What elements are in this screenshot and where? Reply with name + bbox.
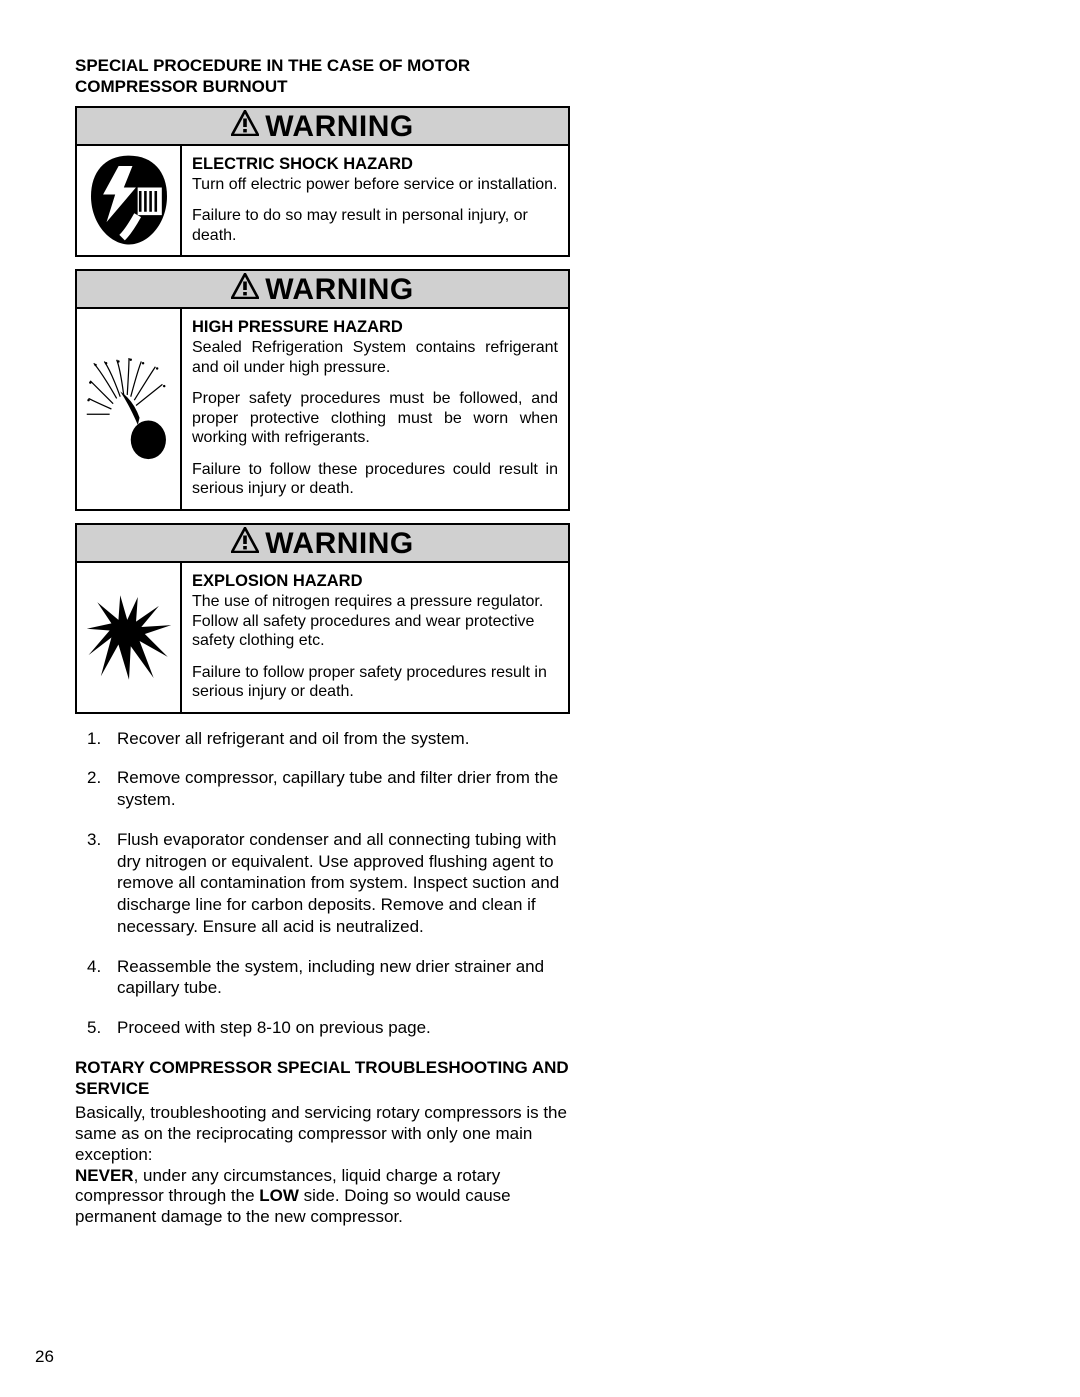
warning-box-electric: WARNING ELECTRIC SHOCK HAZARD Turn off e… xyxy=(75,106,570,258)
electric-shock-icon xyxy=(77,146,182,256)
warning-box-pressure: WARNING xyxy=(75,269,570,511)
rotary-never: NEVER, under any circumstances, liquid c… xyxy=(75,1166,570,1228)
warning-header: WARNING xyxy=(77,271,568,309)
hazard-title: ELECTRIC SHOCK HAZARD xyxy=(192,154,558,174)
step-item: Remove compressor, capillary tube and fi… xyxy=(75,767,570,811)
hazard-title: EXPLOSION HAZARD xyxy=(192,571,558,591)
step-item: Reassemble the system, including new dri… xyxy=(75,956,570,1000)
alert-triangle-icon xyxy=(231,273,259,307)
hazard-paragraph: Turn off electric power before service o… xyxy=(192,175,558,195)
alert-triangle-icon xyxy=(231,110,259,144)
warning-text: HIGH PRESSURE HAZARD Sealed Refrigeratio… xyxy=(182,309,568,509)
hazard-paragraph: Failure to do so may result in personal … xyxy=(192,206,558,245)
hazard-title: HIGH PRESSURE HAZARD xyxy=(192,317,558,337)
warning-text: EXPLOSION HAZARD The use of nitrogen req… xyxy=(182,563,568,712)
warning-header: WARNING xyxy=(77,108,568,146)
rotary-title: ROTARY COMPRESSOR SPECIAL TROUBLESHOOTIN… xyxy=(75,1057,570,1100)
step-item: Flush evaporator condenser and all conne… xyxy=(75,829,570,938)
page-number: 26 xyxy=(35,1347,54,1367)
warning-text: ELECTRIC SHOCK HAZARD Turn off electric … xyxy=(182,146,568,256)
rotary-intro: Basically, troubleshooting and servicing… xyxy=(75,1103,570,1165)
low-bold: LOW xyxy=(259,1186,299,1205)
step-item: Proceed with step 8-10 on previous page. xyxy=(75,1017,570,1039)
page: SPECIAL PROCEDURE IN THE CASE OF MOTOR C… xyxy=(0,0,1080,1397)
procedure-steps: Recover all refrigerant and oil from the… xyxy=(75,728,570,1039)
warning-box-explosion: WARNING EXPLOSION HAZARD The use of nitr… xyxy=(75,523,570,714)
left-column: SPECIAL PROCEDURE IN THE CASE OF MOTOR C… xyxy=(75,55,570,1228)
warning-header: WARNING xyxy=(77,525,568,563)
section-title: SPECIAL PROCEDURE IN THE CASE OF MOTOR C… xyxy=(75,55,570,98)
hazard-paragraph: Failure to follow these procedures could… xyxy=(192,460,558,499)
never-bold: NEVER xyxy=(75,1166,134,1185)
hazard-paragraph: Proper safety procedures must be followe… xyxy=(192,389,558,448)
hazard-paragraph: Sealed Refrigeration System contains ref… xyxy=(192,338,558,377)
warning-header-text: WARNING xyxy=(265,273,414,307)
warning-header-text: WARNING xyxy=(265,527,414,561)
hazard-paragraph: The use of nitrogen requires a pressure … xyxy=(192,592,558,651)
alert-triangle-icon xyxy=(231,527,259,561)
high-pressure-icon xyxy=(77,309,182,509)
warning-header-text: WARNING xyxy=(265,110,414,144)
step-item: Recover all refrigerant and oil from the… xyxy=(75,728,570,750)
hazard-paragraph: Failure to follow proper safety procedur… xyxy=(192,663,558,702)
explosion-icon xyxy=(77,563,182,712)
